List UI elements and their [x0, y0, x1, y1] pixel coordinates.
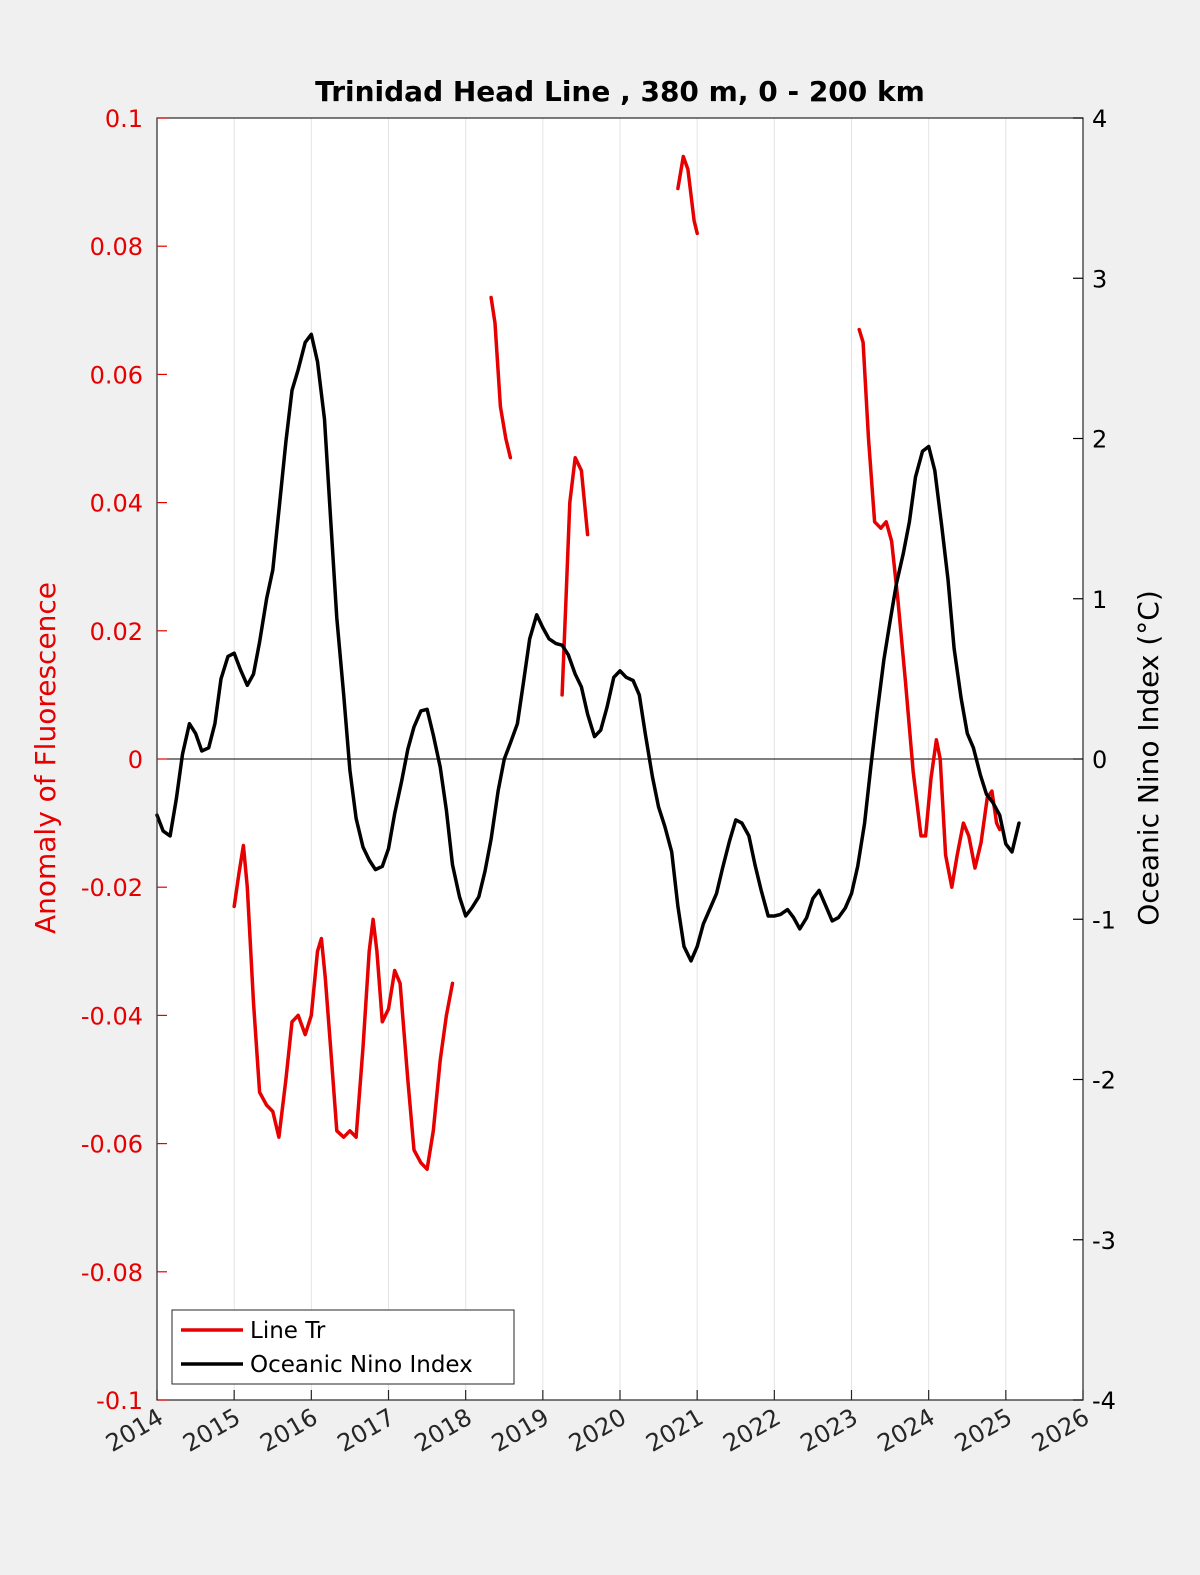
left-tick-label: -0.04	[81, 1002, 143, 1030]
right-axis-label: Oceanic Nino Index (°C)	[1132, 590, 1165, 926]
series-lines	[155, 154, 1021, 1171]
legend-line-tr-label: Line Tr	[250, 1318, 326, 1344]
line-tr-series-line	[676, 154, 699, 236]
x-tick-label: 2021	[641, 1403, 708, 1458]
right-tick-label: 2	[1092, 426, 1107, 454]
left-tick-label: 0.02	[90, 618, 143, 646]
left-axis-label: Anomaly of Fluorescence	[29, 582, 62, 934]
right-tick-label: 4	[1092, 105, 1107, 133]
x-tick-label: 2015	[178, 1403, 245, 1458]
x-tick-label: 2018	[410, 1403, 477, 1458]
x-tick-label: 2020	[564, 1403, 631, 1458]
x-tick-label: 2025	[950, 1403, 1017, 1458]
legend-oni-label: Oceanic Nino Index	[250, 1352, 473, 1378]
left-tick-label: -0.08	[81, 1259, 143, 1287]
x-tick-label: 2019	[487, 1403, 554, 1458]
line-tr-series-line	[857, 327, 1002, 889]
left-tick-label: -0.02	[81, 874, 143, 902]
left-tick-label: 0.06	[90, 361, 143, 389]
right-tick-label: -4	[1092, 1387, 1116, 1415]
right-y-axis: -4 -3 -2 -1 0 1 2 3 4	[1073, 105, 1116, 1415]
x-tick-label: 2026	[1027, 1403, 1094, 1458]
x-tick-label: 2024	[873, 1403, 940, 1458]
line-tr-series-line	[232, 843, 455, 1171]
right-tick-label: 0	[1092, 746, 1107, 774]
left-tick-label: -0.1	[96, 1387, 143, 1415]
right-tick-label: -3	[1092, 1227, 1116, 1255]
left-tick-label: -0.06	[81, 1131, 143, 1159]
x-tick-label: 2016	[255, 1403, 322, 1458]
left-tick-label: 0	[128, 746, 143, 774]
right-tick-label: 1	[1092, 586, 1107, 614]
right-tick-label: -1	[1092, 906, 1116, 934]
oceanic-nino-index-series-line	[155, 332, 1021, 963]
line-tr-series-line	[489, 295, 513, 460]
x-tick-label: 2022	[718, 1403, 785, 1458]
chart-title: Trinidad Head Line , 380 m, 0 - 200 km	[315, 75, 925, 108]
left-tick-label: 0.1	[105, 105, 143, 133]
right-tick-label: 3	[1092, 265, 1107, 293]
legend-box	[171, 1309, 515, 1385]
right-tick-label: -2	[1092, 1067, 1116, 1095]
legend: Line Tr Oceanic Nino Index	[171, 1309, 515, 1385]
x-tick-label: 2023	[796, 1403, 863, 1458]
x-tick-label: 2017	[333, 1403, 400, 1458]
left-tick-label: 0.04	[90, 490, 143, 518]
line-tr-series-line	[560, 455, 590, 697]
left-tick-label: 0.08	[90, 233, 143, 261]
left-y-axis: -0.1 -0.08 -0.06 -0.04 -0.02 0 0.02 0.04 0.06 0.0…	[81, 105, 167, 1415]
